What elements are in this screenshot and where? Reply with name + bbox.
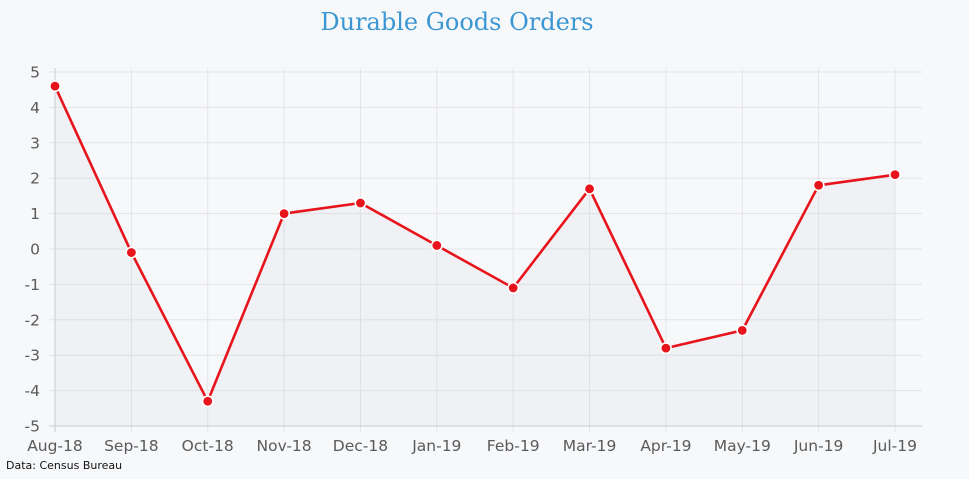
x-tick-label: Feb-19 bbox=[487, 437, 540, 455]
y-tick-label: 1 bbox=[30, 205, 40, 223]
x-tick-label: May-19 bbox=[714, 437, 771, 455]
y-tick-label: 5 bbox=[30, 64, 40, 82]
y-tick-label: 2 bbox=[30, 170, 40, 188]
x-tick-label: Mar-19 bbox=[563, 437, 617, 455]
data-point-dec-18[interactable] bbox=[354, 196, 367, 209]
x-tick-label: Aug-18 bbox=[27, 437, 83, 455]
data-point-may-19[interactable] bbox=[736, 324, 749, 337]
chart-title: Durable Goods Orders bbox=[320, 8, 593, 36]
x-tick-label: Dec-18 bbox=[333, 437, 388, 455]
series-line-path bbox=[53, 85, 896, 403]
data-point-apr-19[interactable] bbox=[659, 342, 672, 355]
x-tick-label: Sep-18 bbox=[104, 437, 159, 455]
data-point-jan-19[interactable] bbox=[430, 239, 443, 252]
data-point-nov-18[interactable] bbox=[278, 207, 291, 220]
data-point-mar-19[interactable] bbox=[583, 182, 596, 195]
data-point-jun-19[interactable] bbox=[812, 179, 825, 192]
x-tick-labels: Aug-18 Sep-18 Oct-18 Nov-18 Dec-18 Jan-19 Feb-… bbox=[27, 437, 917, 455]
x-tick-label: Jun-19 bbox=[793, 437, 844, 455]
y-tick-label: -3 bbox=[25, 347, 40, 365]
source-note: Data: Census Bureau bbox=[6, 459, 122, 472]
y-tick-label: 3 bbox=[30, 134, 40, 152]
y-tick-label: -1 bbox=[25, 276, 40, 294]
data-point-aug-18[interactable] bbox=[48, 80, 61, 93]
x-tick-label: Nov-18 bbox=[257, 437, 312, 455]
y-tick-label: -2 bbox=[25, 311, 40, 329]
data-points bbox=[48, 80, 901, 408]
x-tick-label: Jul-19 bbox=[872, 437, 917, 455]
x-tick-label: Apr-19 bbox=[640, 437, 691, 455]
data-point-jul-19[interactable] bbox=[888, 168, 901, 181]
data-point-oct-18[interactable] bbox=[201, 395, 214, 408]
y-tick-labels: 5 4 3 2 1 0 -1 -2 -3 -4 -5 bbox=[25, 64, 40, 436]
series-area bbox=[55, 86, 895, 426]
y-tick-label: 0 bbox=[30, 241, 40, 259]
axes bbox=[49, 68, 922, 432]
data-point-sep-18[interactable] bbox=[125, 246, 138, 259]
area-fill bbox=[55, 86, 895, 426]
x-tick-label: Oct-18 bbox=[182, 437, 234, 455]
y-tick-label: 4 bbox=[30, 99, 40, 117]
y-tick-label: -4 bbox=[25, 382, 40, 400]
data-point-feb-19[interactable] bbox=[507, 281, 520, 294]
y-tick-label: -5 bbox=[25, 418, 40, 436]
series-line bbox=[53, 85, 896, 403]
x-tick-label: Jan-19 bbox=[411, 437, 461, 455]
